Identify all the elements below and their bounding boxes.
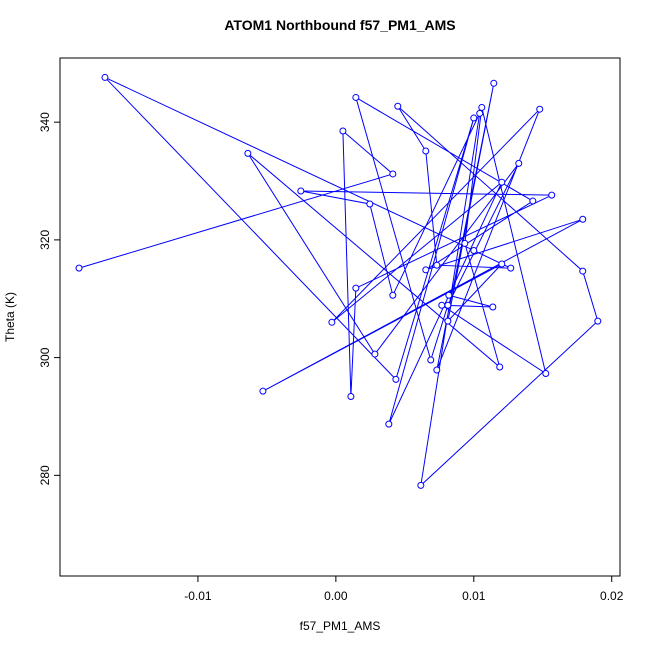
point [496,363,504,371]
x-tick-label: 0.02 [600,589,624,603]
point [438,301,446,309]
chart-title: ATOM1 Northbound f57_PM1_AMS [224,17,455,33]
x-tick-label: -0.01 [184,589,212,603]
point [445,291,453,299]
point [478,103,486,111]
point [470,246,478,254]
point [389,291,397,299]
point [498,178,506,186]
point [433,366,441,374]
point [389,170,397,178]
x-tick-label: 0.00 [324,589,348,603]
point [444,317,452,325]
point [75,264,83,272]
point [433,261,441,269]
point [489,303,497,311]
point [244,149,252,157]
point [579,267,587,275]
plot-frame [59,57,621,577]
point [536,105,544,113]
point [579,215,587,223]
point [259,387,267,395]
series-line [78,76,599,487]
point [366,200,374,208]
point [371,350,379,358]
point [101,73,109,81]
point [498,260,506,268]
point [594,317,602,325]
point [529,197,537,205]
point [490,79,498,87]
point [339,127,347,135]
y-tick-label: 300 [38,347,52,367]
x-axis-label: f57_PM1_AMS [300,619,381,633]
y-axis-label: Theta (K) [3,292,17,342]
point [297,187,305,195]
point [422,147,430,155]
point [476,109,484,117]
point [347,392,355,400]
point [394,102,402,110]
point [507,264,515,272]
point [417,481,425,489]
point [427,356,435,364]
y-tick-label: 280 [38,465,52,485]
point [385,420,393,428]
point [548,191,556,199]
y-tick-label: 320 [38,230,52,250]
x-tick-label: 0.01 [462,589,486,603]
point [542,370,550,378]
point [515,159,523,167]
point [352,284,360,292]
y-tick-label: 340 [38,112,52,132]
point [328,318,336,326]
point [470,114,478,122]
point [392,375,400,383]
point [444,301,452,309]
point [422,266,430,274]
point [461,239,469,247]
point [352,93,360,101]
